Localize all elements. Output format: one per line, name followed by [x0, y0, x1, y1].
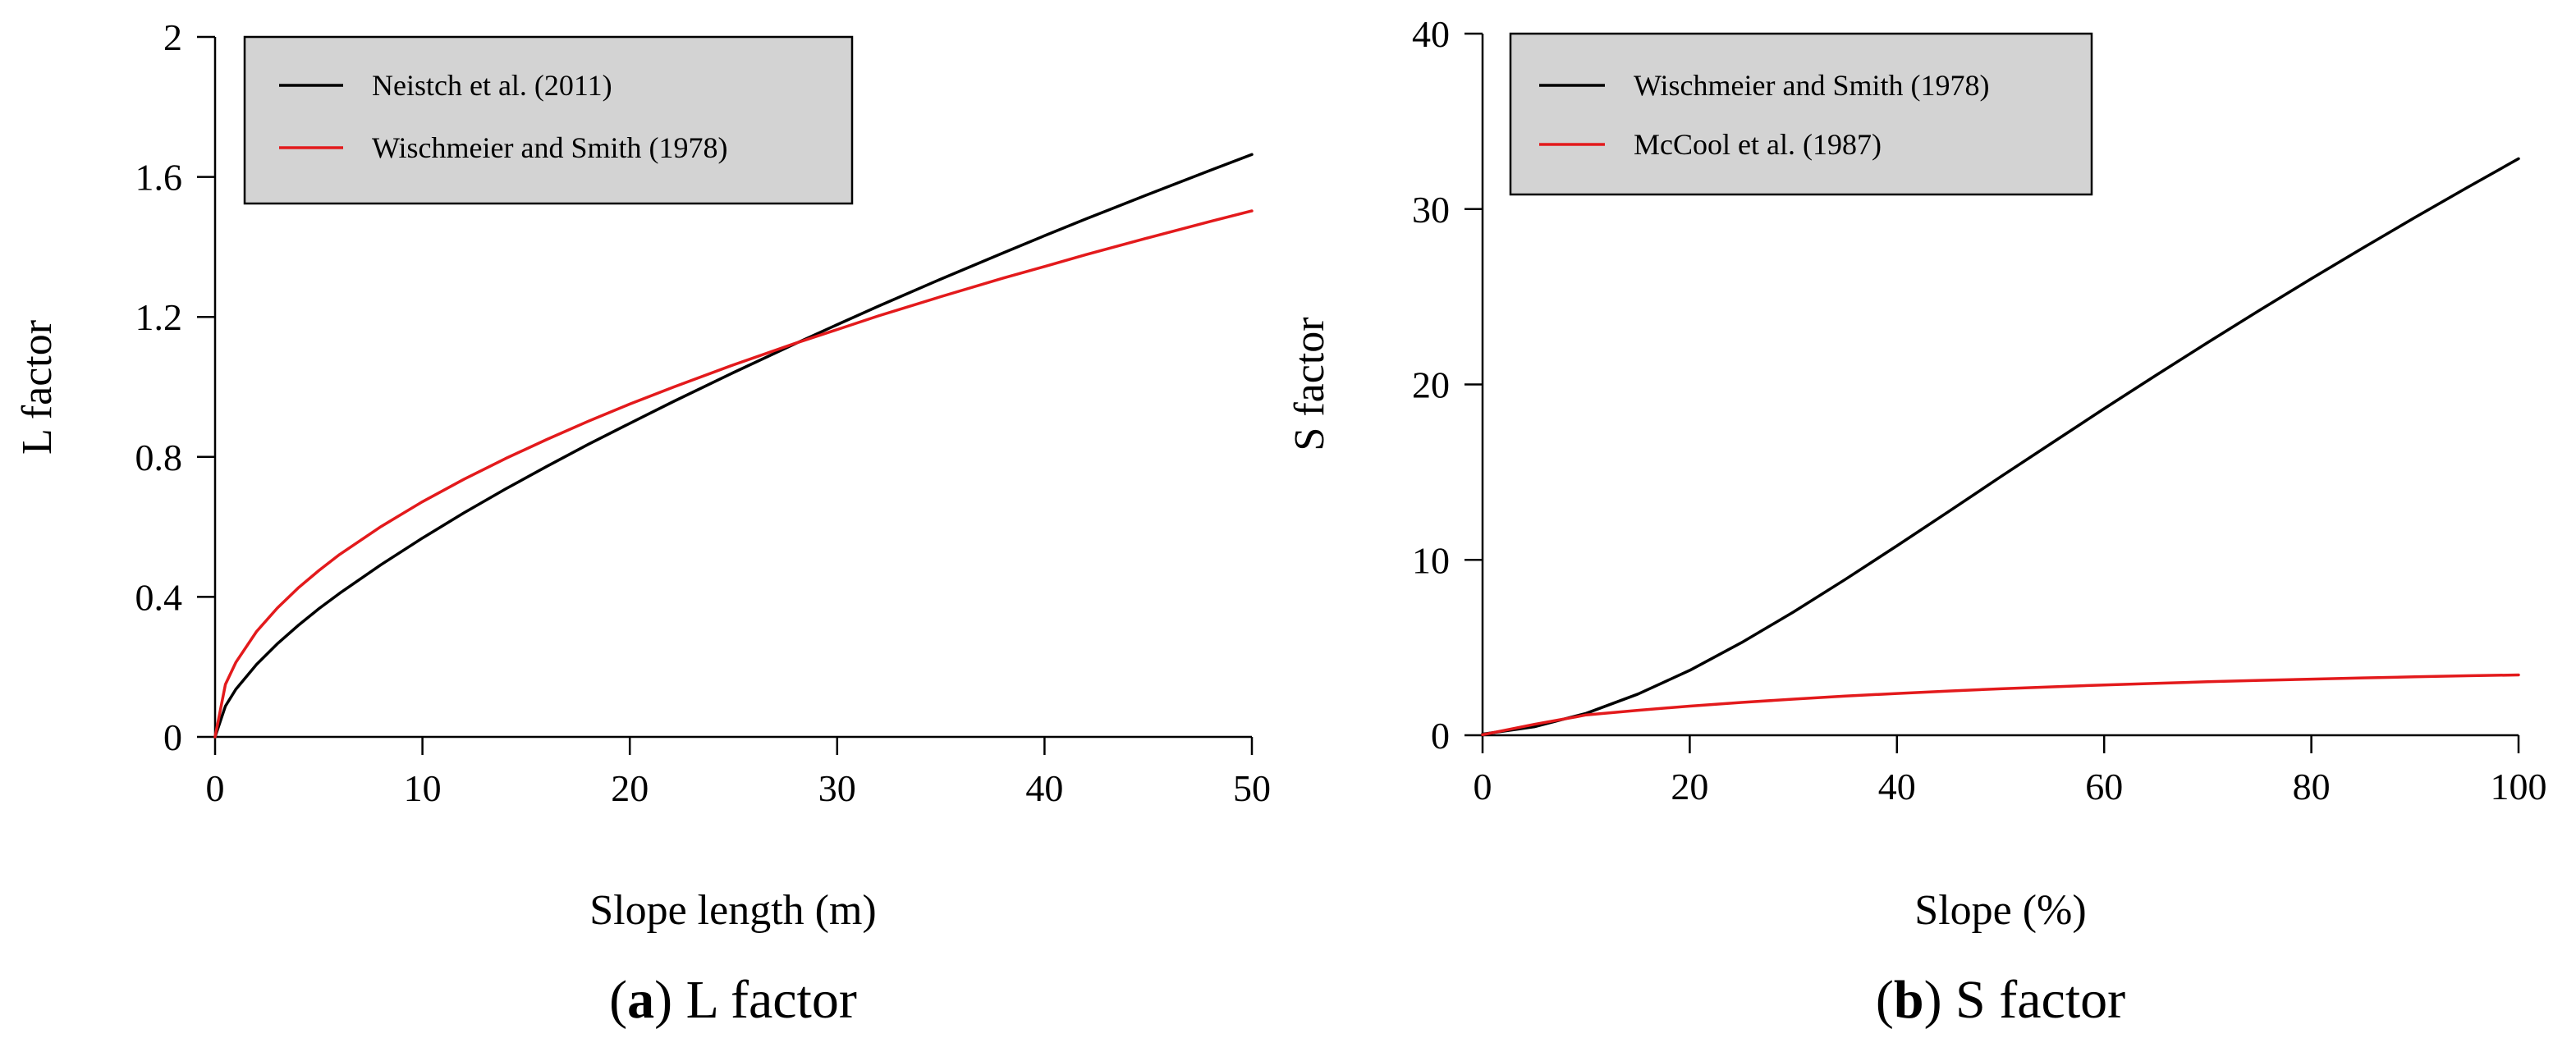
panel-a-l-factor: 0 0.4 0.8 1.2 1.6 2 0 10 20 30 40 50 L factor Slop… — [14, 16, 1271, 1030]
panel-b-series-line-0 — [1481, 157, 2520, 736]
panel-a-x-tick-label: 0 — [206, 767, 225, 809]
panel-a-y-tick-label: 0.8 — [135, 437, 183, 478]
panel-a-caption: (a) L factor — [609, 970, 857, 1030]
panel-b-y-tick-label: 20 — [1412, 364, 1450, 406]
panel-a-y-tick-label: 2 — [163, 16, 182, 58]
panel-a-x-ticks: 0 10 20 30 40 50 — [206, 737, 1271, 809]
panel-b-caption: (b) S factor — [1876, 970, 2125, 1030]
panel-b-caption-rest: ) S factor — [1924, 970, 2126, 1030]
panel-a-x-tick-label: 50 — [1233, 767, 1271, 809]
panel-a-legend: Neistch et al. (2011) Wischmeier and Smi… — [243, 35, 854, 205]
panel-b-y-tick-label: 10 — [1412, 539, 1450, 581]
panel-b-x-tick-label: 20 — [1671, 766, 1708, 807]
panel-a-plot-area: 0 0.4 0.8 1.2 1.6 2 0 10 20 30 40 50 — [135, 16, 1272, 809]
panel-b-y-axis-title: S factor — [1286, 317, 1333, 451]
panel-a-legend-label-neistch: Neistch et al. (2011) — [372, 69, 612, 102]
panel-b-series — [1481, 157, 2520, 737]
panel-a-x-tick-label: 30 — [818, 767, 856, 809]
panel-a-x-tick-label: 10 — [404, 767, 442, 809]
panel-b-legend: Wischmeier and Smith (1978) McCool et al… — [1509, 32, 2093, 196]
panel-a-y-axis-title: L factor — [14, 320, 61, 455]
panel-a-series — [213, 153, 1254, 739]
panel-b-y-ticks: 0 10 20 30 40 — [1412, 13, 1483, 757]
panel-b-plot-area: 0 10 20 30 40 0 20 40 60 80 100 — [1412, 13, 2547, 807]
panel-a-caption-open: ( — [609, 970, 627, 1030]
panel-a-series-line-1 — [213, 209, 1254, 739]
panel-b-y-tick-label: 30 — [1412, 189, 1450, 231]
panel-a-y-tick-label: 0 — [163, 716, 182, 758]
panel-a-series-line-0 — [213, 153, 1254, 739]
panel-a-caption-letter: a — [627, 970, 654, 1030]
panel-a-y-tick-label: 0.4 — [135, 576, 183, 618]
panel-b-series-line-1 — [1481, 673, 2520, 737]
panel-b-y-tick-label: 0 — [1431, 715, 1450, 757]
panel-b-x-axis-title: Slope (%) — [1914, 887, 2086, 934]
panel-b-legend-label-mccool: McCool et al. (1987) — [1634, 128, 1882, 161]
panel-a-y-ticks: 0 0.4 0.8 1.2 1.6 2 — [135, 16, 215, 758]
panel-b-x-ticks: 0 20 40 60 80 100 — [1474, 735, 2547, 807]
panel-b-legend-box — [1509, 32, 2093, 196]
panel-a-caption-rest: ) L factor — [654, 970, 857, 1030]
panel-b-x-tick-label: 100 — [2491, 766, 2547, 807]
panel-a-x-axis-title: Slope length (m) — [589, 887, 877, 934]
panel-a-x-tick-label: 20 — [611, 767, 649, 809]
panel-b-x-tick-label: 80 — [2293, 766, 2331, 807]
panel-b-s-factor: 0 10 20 30 40 0 20 40 60 80 100 S factor Slope (%… — [1286, 13, 2547, 1030]
panel-b-caption-letter: b — [1894, 970, 1924, 1030]
panel-a-y-tick-label: 1.6 — [135, 157, 183, 199]
panel-b-x-tick-label: 0 — [1474, 766, 1492, 807]
panel-b-x-tick-label: 60 — [2085, 766, 2123, 807]
panel-a-legend-box — [243, 35, 854, 205]
panel-a-legend-label-wischmeier: Wischmeier and Smith (1978) — [372, 131, 727, 164]
panel-b-caption-open: ( — [1876, 970, 1894, 1030]
panel-b-y-tick-label: 40 — [1412, 13, 1450, 55]
panel-a-y-tick-label: 1.2 — [135, 296, 183, 338]
panel-b-legend-label-wischmeier: Wischmeier and Smith (1978) — [1634, 69, 1989, 102]
panel-b-x-tick-label: 40 — [1878, 766, 1916, 807]
panel-a-x-tick-label: 40 — [1025, 767, 1063, 809]
